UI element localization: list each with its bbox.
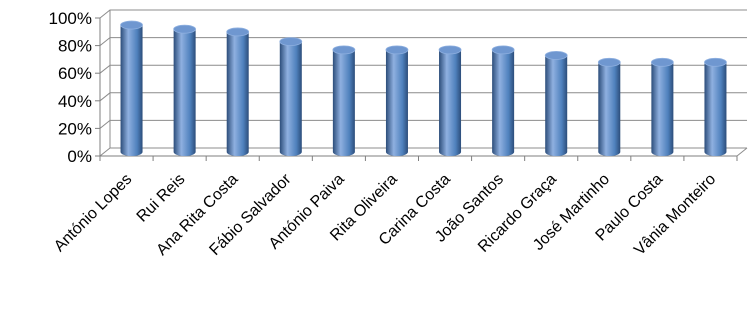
bar-top xyxy=(650,57,674,67)
bar xyxy=(385,45,409,156)
y-tick-label: 60% xyxy=(58,64,92,83)
bar xyxy=(650,57,674,156)
bar xyxy=(279,37,303,156)
axes xyxy=(95,17,738,161)
bar-top xyxy=(491,45,515,55)
floor-right-edge xyxy=(736,147,748,157)
y-tick-labels: 0% 20% 40% 60% 80% 100% xyxy=(49,9,92,166)
bar-top xyxy=(226,27,250,37)
bar-body xyxy=(704,62,727,156)
bar-top xyxy=(279,37,303,46)
bar xyxy=(704,57,727,156)
gridline xyxy=(99,92,747,102)
bar xyxy=(544,51,568,156)
y-tick-label: 0% xyxy=(67,147,92,166)
bar-top xyxy=(704,57,727,67)
bar-body xyxy=(439,49,462,156)
bars xyxy=(120,20,727,156)
bar-top xyxy=(173,24,197,34)
bar-top xyxy=(438,45,462,55)
gridline xyxy=(99,37,747,46)
bar xyxy=(438,45,462,156)
bar-body xyxy=(651,62,674,156)
bar-body xyxy=(332,49,355,156)
y-tick-label: 80% xyxy=(58,37,92,56)
gridline xyxy=(99,147,747,157)
bar-body xyxy=(598,62,621,156)
gridlines xyxy=(99,9,748,157)
bar xyxy=(173,24,197,156)
bar-top xyxy=(120,20,143,30)
gridline xyxy=(99,64,747,74)
bar-body xyxy=(545,55,568,156)
bar-body xyxy=(120,25,143,156)
bar-body xyxy=(279,41,302,156)
bar-body xyxy=(173,29,196,156)
bar xyxy=(597,57,621,156)
x-category-label: António Lopes xyxy=(51,171,135,255)
bar-body xyxy=(492,49,515,156)
bar-top xyxy=(544,51,568,60)
y-tick-label: 20% xyxy=(58,119,92,138)
y-tick-label: 100% xyxy=(49,9,92,28)
bar xyxy=(120,20,143,156)
gridline xyxy=(99,119,747,129)
bar-top xyxy=(385,45,409,55)
bar-body xyxy=(226,31,249,156)
bar-body xyxy=(385,49,408,156)
bar-top xyxy=(597,57,621,67)
bar xyxy=(226,27,250,156)
gridline xyxy=(99,9,747,19)
y-tick-label: 40% xyxy=(58,92,92,111)
bar-top xyxy=(332,45,356,55)
bar xyxy=(491,45,515,156)
x-category-label: Rui Reis xyxy=(134,171,189,226)
bar xyxy=(332,45,356,156)
